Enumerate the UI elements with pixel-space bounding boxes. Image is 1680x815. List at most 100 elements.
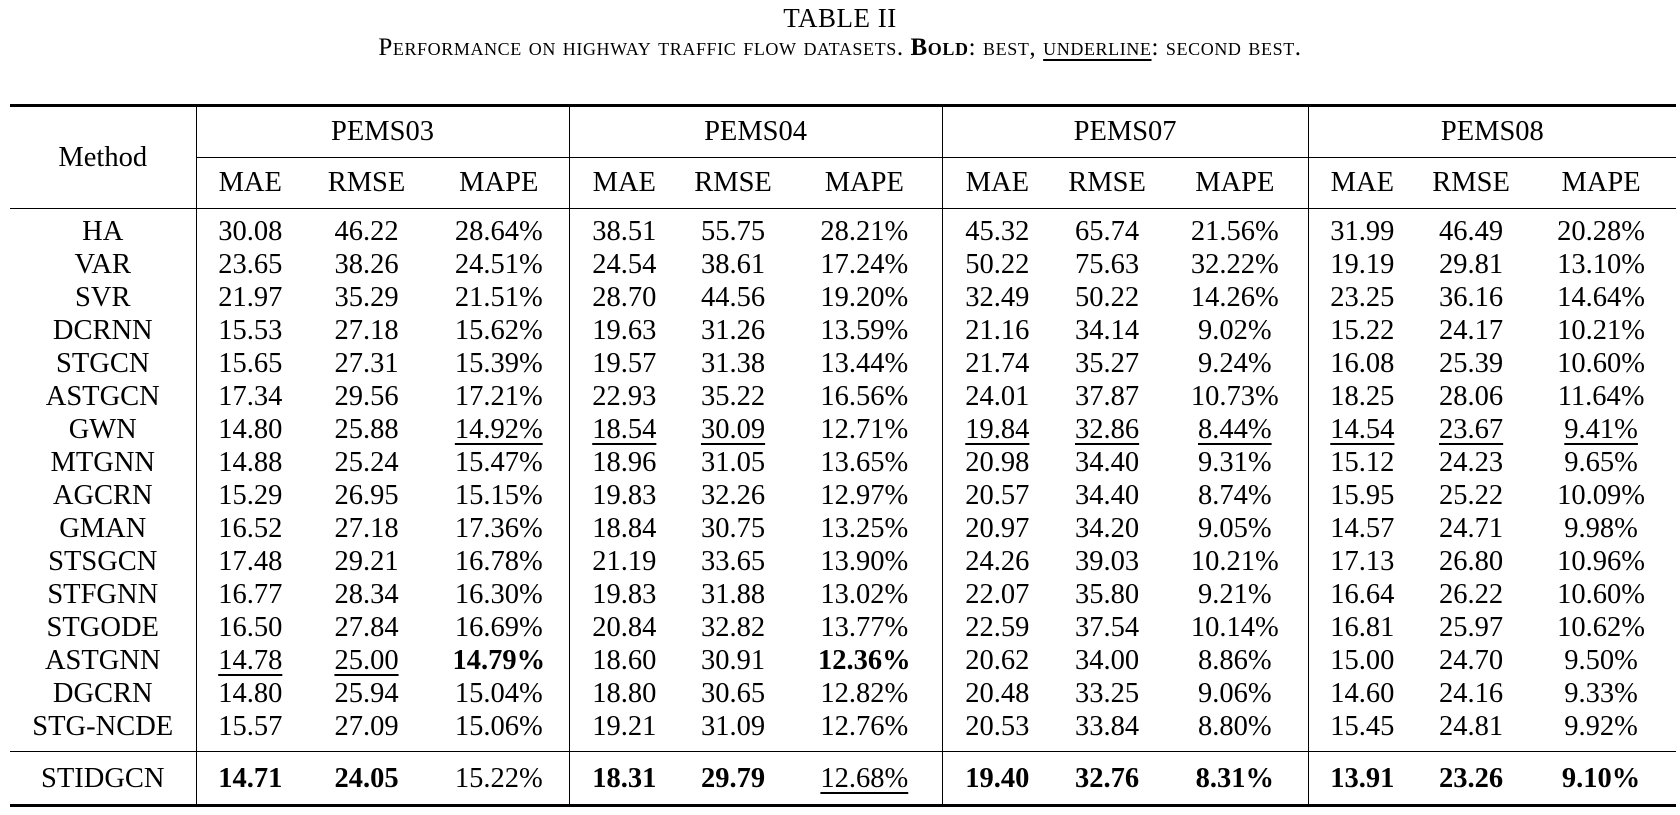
value-cell: 9.31% (1162, 446, 1308, 479)
value-text: 24.01 (965, 381, 1030, 412)
value-text: 15.04% (454, 678, 543, 709)
value-text: 12.36% (817, 645, 911, 676)
value-text: 55.75 (700, 216, 766, 247)
value-text: 22.59 (965, 612, 1030, 643)
value-text: 31.38 (700, 348, 766, 379)
value-cell: 39.03 (1052, 545, 1162, 578)
value-cell: 13.91 (1307, 751, 1417, 807)
separator-cell (787, 743, 943, 752)
dataset-header-pems08: PEMS08 (1307, 104, 1677, 158)
value-text: 32.49 (965, 282, 1030, 313)
value-text: 13.90% (820, 546, 909, 577)
value-cell: 15.53 (195, 314, 304, 347)
value-text: 9.05% (1198, 513, 1272, 544)
value-text: 30.91 (700, 645, 766, 676)
value-text: 38.51 (592, 216, 657, 247)
value-cell: 17.13 (1307, 545, 1417, 578)
value-text: 23.67 (1439, 414, 1504, 445)
value-cell: 65.74 (1052, 209, 1162, 249)
separator-cell (1416, 743, 1527, 752)
value-text: 14.26% (1190, 282, 1279, 313)
value-text: 28.21% (820, 216, 909, 247)
value-text: 50.22 (965, 249, 1030, 280)
value-cell: 25.22 (1416, 479, 1526, 512)
value-text: 29.81 (1439, 249, 1504, 280)
value-text: 28.64% (454, 216, 543, 247)
value-text: 32.26 (700, 480, 766, 511)
value-text: 26.22 (1439, 579, 1504, 610)
value-text: 14.57 (1330, 513, 1395, 544)
method-cell: DGCRN (52, 678, 153, 709)
value-cell: 15.57 (195, 710, 304, 743)
value-text: 31.99 (1330, 216, 1395, 247)
value-cell: 30.09 (679, 413, 787, 446)
value-text: 29.21 (334, 546, 399, 577)
value-text: 10.14% (1190, 612, 1279, 643)
value-cell: 20.48 (941, 677, 1053, 710)
value-cell: 20.57 (941, 479, 1053, 512)
value-text: 27.09 (334, 711, 399, 742)
value-cell: 8.44% (1162, 413, 1308, 446)
value-cell: 34.20 (1052, 512, 1162, 545)
method-cell: AGCRN (52, 480, 153, 511)
value-text: 19.20% (820, 282, 909, 313)
metric-header: MAPE (1162, 157, 1309, 209)
value-text: 39.03 (1075, 546, 1140, 577)
value-text: 14.78 (218, 645, 283, 676)
value-text: 9.21% (1198, 579, 1272, 610)
value-cell: 30.75 (679, 512, 787, 545)
value-text: 23.26 (1439, 762, 1504, 794)
value-text: 10.21% (1190, 546, 1279, 577)
value-cell: 22.93 (568, 380, 680, 413)
value-cell: 17.34 (195, 380, 304, 413)
value-text: 30.65 (700, 678, 766, 709)
value-text: 9.33% (1564, 678, 1638, 709)
value-cell: 16.56% (787, 380, 942, 413)
value-cell: 14.71 (195, 751, 304, 807)
value-cell: 15.12 (1307, 446, 1417, 479)
value-text: 8.74% (1198, 480, 1272, 511)
value-cell: 37.54 (1052, 611, 1162, 644)
value-text: 38.61 (700, 249, 766, 280)
value-cell: 20.84 (568, 611, 680, 644)
method-cell: DCRNN (52, 315, 153, 346)
caption-desc-bold: Bold (910, 34, 969, 61)
value-cell: 15.47% (429, 446, 569, 479)
value-text: 23.25 (1330, 282, 1395, 313)
value-text: 18.25 (1330, 381, 1395, 412)
value-cell: 23.26 (1416, 751, 1527, 807)
value-text: 10.09% (1557, 480, 1646, 511)
method-cell: STIDGCN (10, 751, 196, 807)
value-text: 13.59% (820, 315, 909, 346)
method-cell: HA (82, 216, 124, 247)
value-cell: 28.06 (1416, 380, 1526, 413)
value-text: 15.22 (1330, 315, 1395, 346)
value-text: 19.63 (592, 315, 657, 346)
value-text: 16.50 (218, 612, 283, 643)
value-text: 20.98 (965, 447, 1030, 478)
value-cell: 16.52 (195, 512, 304, 545)
table-row: ASTGCN 17.34 29.56 17.21% 22.93 35.22 16.56% 24… (10, 380, 1676, 413)
table-row: STFGNN 16.77 28.34 16.30% 19.83 31.88 13.02% 22… (10, 578, 1676, 611)
table-row: STG-NCDE 15.57 27.09 15.06% 19.21 31.09 12.76%… (10, 710, 1676, 743)
value-text: 19.21 (592, 711, 657, 742)
method-cell: SVR (75, 282, 131, 313)
value-cell: 15.04% (429, 677, 569, 710)
value-cell: 14.64% (1526, 281, 1676, 314)
value-text: 15.47% (454, 447, 543, 478)
value-cell: 10.60% (1526, 347, 1676, 380)
value-text: 10.21% (1557, 315, 1646, 346)
value-cell: 9.05% (1162, 512, 1308, 545)
value-cell: 22.59 (941, 611, 1053, 644)
value-text: 9.65% (1564, 447, 1638, 478)
value-cell: 46.49 (1416, 209, 1526, 249)
table-row-proposed: STIDGCN 14.71 24.05 15.22% 18.31 29.79 12.68% 1… (10, 751, 1677, 807)
value-text: 25.24 (334, 447, 399, 478)
value-cell: 14.80 (195, 677, 304, 710)
metric-header: RMSE (1052, 157, 1163, 209)
value-cell: 19.40 (941, 751, 1053, 807)
value-text: 26.80 (1439, 546, 1504, 577)
value-cell: 9.65% (1526, 446, 1676, 479)
value-text: 24.16 (1439, 678, 1504, 709)
value-text: 10.73% (1190, 381, 1279, 412)
